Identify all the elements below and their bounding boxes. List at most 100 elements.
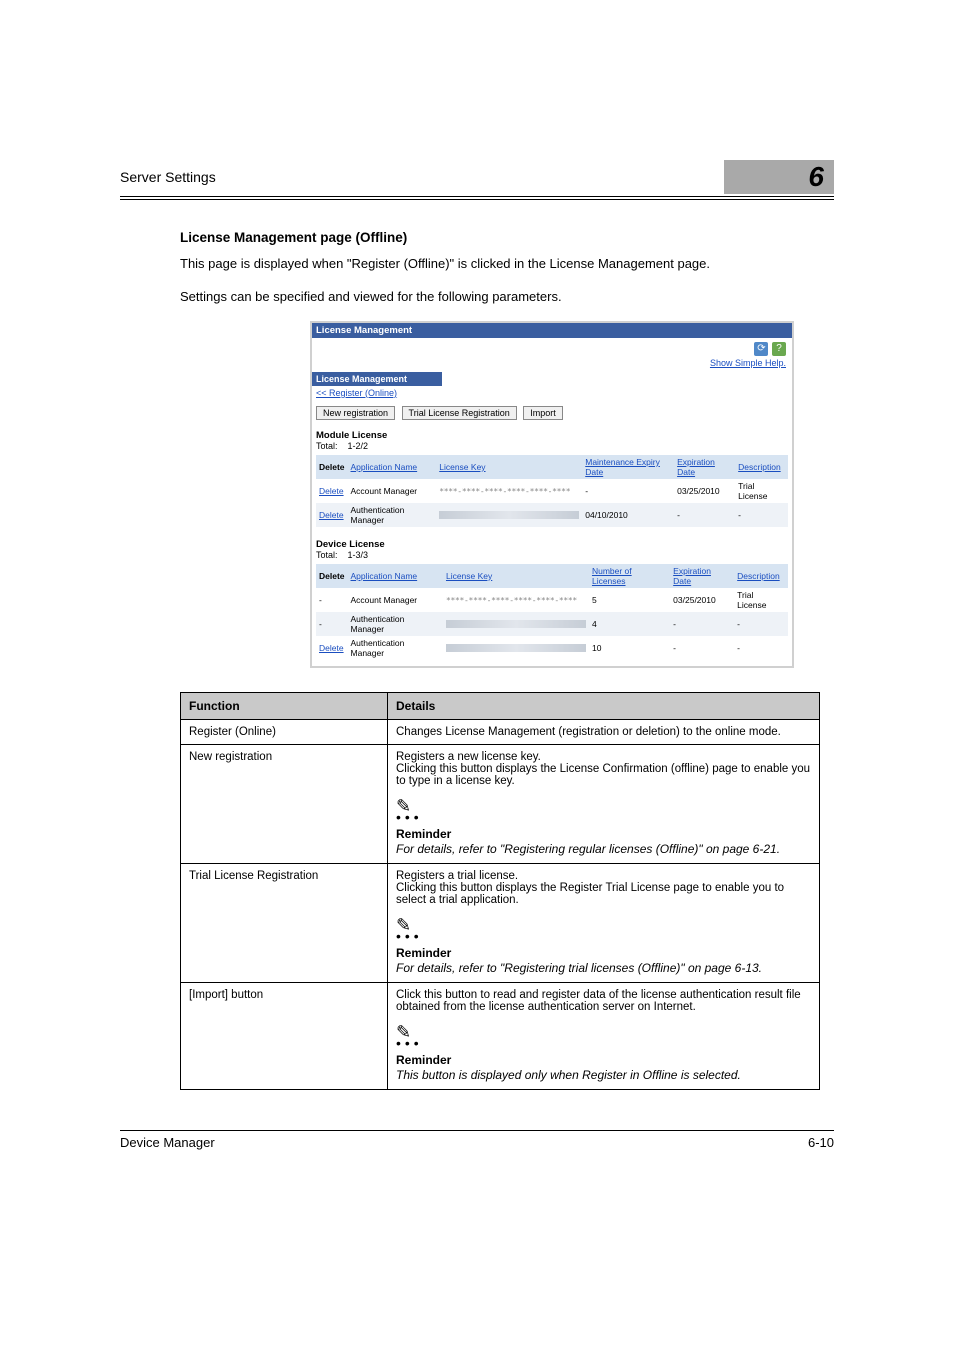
table-row: Delete Account Manager ****-****-****-**… bbox=[316, 479, 788, 503]
col-expiration[interactable]: Expiration Date bbox=[674, 455, 735, 479]
reminder-heading: Reminder bbox=[396, 1053, 811, 1067]
cell-desc: Trial License bbox=[735, 479, 788, 503]
reminder-text: This button is displayed only when Regis… bbox=[396, 1067, 811, 1083]
cell-app: Authentication Manager bbox=[348, 503, 437, 527]
cell-num: 10 bbox=[589, 636, 670, 660]
table-row: - Account Manager ****-****-****-****-**… bbox=[316, 588, 788, 612]
cell-app: Authentication Manager bbox=[348, 612, 443, 636]
function-details-table: Function Details Register (Online) Chang… bbox=[180, 692, 820, 1091]
module-total-value: 1-2/2 bbox=[348, 441, 369, 451]
register-online-crumb[interactable]: << Register (Online) bbox=[312, 386, 397, 404]
reminder-heading: Reminder bbox=[396, 827, 811, 841]
spec-head-details: Details bbox=[388, 692, 820, 719]
cell-desc: - bbox=[734, 612, 788, 636]
cell-key-masked bbox=[446, 620, 586, 628]
intro-paragraph-2: Settings can be specified and viewed for… bbox=[180, 288, 834, 307]
cell-exp: - bbox=[670, 612, 734, 636]
col-num-licenses[interactable]: Number of Licenses bbox=[589, 564, 670, 588]
spec-det: Click this button to read and register d… bbox=[396, 989, 801, 1013]
spec-det: Registers a trial license. Clicking this… bbox=[396, 870, 784, 906]
table-row: Delete Authentication Manager 10 - - bbox=[316, 636, 788, 660]
col-app-name[interactable]: Application Name bbox=[348, 455, 437, 479]
reminder-text: For details, refer to "Registering trial… bbox=[396, 960, 811, 976]
module-license-table: Delete Application Name License Key Main… bbox=[316, 455, 788, 527]
show-simple-help-link[interactable]: Show Simple Help. bbox=[312, 358, 792, 372]
cell-desc: Trial License bbox=[734, 588, 788, 612]
reminder-heading: Reminder bbox=[396, 946, 811, 960]
refresh-icon[interactable]: ⟳ bbox=[754, 342, 768, 356]
footer-right: 6-10 bbox=[808, 1135, 834, 1150]
spec-det: Registers a new license key. Clicking th… bbox=[396, 751, 810, 787]
cell-app: Authentication Manager bbox=[348, 636, 443, 660]
help-icon[interactable]: ? bbox=[772, 342, 786, 356]
cell-maint: 04/10/2010 bbox=[582, 503, 674, 527]
spec-det-cell: Click this button to read and register d… bbox=[388, 983, 820, 1090]
col-app-name[interactable]: Application Name bbox=[348, 564, 443, 588]
ss-subtitle: License Management bbox=[312, 372, 442, 386]
cell-key-masked bbox=[439, 511, 579, 519]
cell-del: - bbox=[316, 588, 348, 612]
table-row: - Authentication Manager 4 - - bbox=[316, 612, 788, 636]
reminder-text: For details, refer to "Registering regul… bbox=[396, 841, 811, 857]
delete-link[interactable]: Delete bbox=[319, 643, 344, 653]
col-maint-expiry[interactable]: Maintenance Expiry Date bbox=[582, 455, 674, 479]
delete-link[interactable]: Delete bbox=[319, 486, 344, 496]
dots-icon: ••• bbox=[396, 809, 811, 825]
new-registration-button[interactable]: New registration bbox=[316, 406, 395, 420]
device-total-value: 1-3/3 bbox=[348, 550, 369, 560]
spec-det-cell: Registers a new license key. Clicking th… bbox=[388, 744, 820, 863]
ss-titlebar: License Management bbox=[312, 323, 792, 338]
cell-num: 4 bbox=[589, 612, 670, 636]
device-license-total: Total: 1-3/3 bbox=[312, 550, 792, 562]
page-title: License Management page (Offline) bbox=[180, 230, 834, 245]
header-section: Server Settings bbox=[120, 169, 216, 185]
footer-left: Device Manager bbox=[120, 1135, 215, 1150]
page-footer: Device Manager 6-10 bbox=[120, 1130, 834, 1150]
cell-app: Account Manager bbox=[348, 479, 437, 503]
device-total-label: Total: bbox=[316, 550, 338, 560]
col-description[interactable]: Description bbox=[735, 455, 788, 479]
reminder-block: ✎ ••• Reminder For details, refer to "Re… bbox=[396, 916, 811, 976]
cell-maint: - bbox=[582, 479, 674, 503]
col-description[interactable]: Description bbox=[734, 564, 788, 588]
reminder-block: ✎ ••• Reminder This button is displayed … bbox=[396, 1023, 811, 1083]
cell-desc: - bbox=[734, 636, 788, 660]
spec-row: [Import] button Click this button to rea… bbox=[181, 983, 820, 1090]
device-license-label: Device License bbox=[312, 533, 792, 550]
spec-det-cell: Registers a trial license. Clicking this… bbox=[388, 863, 820, 982]
ss-button-row: New registration Trial License Registrat… bbox=[312, 404, 792, 424]
col-delete: Delete bbox=[316, 564, 348, 588]
spec-det: Changes License Management (registration… bbox=[388, 719, 820, 744]
spec-row: Register (Online) Changes License Manage… bbox=[181, 719, 820, 744]
dots-icon: ••• bbox=[396, 1035, 811, 1051]
delete-link[interactable]: Delete bbox=[319, 510, 344, 520]
import-button[interactable]: Import bbox=[523, 406, 563, 420]
col-license-key[interactable]: License Key bbox=[443, 564, 589, 588]
cell-num: 5 bbox=[589, 588, 670, 612]
col-expiration[interactable]: Expiration Date bbox=[670, 564, 734, 588]
intro-paragraph-1: This page is displayed when "Register (O… bbox=[180, 255, 834, 274]
device-license-table: Delete Application Name License Key Numb… bbox=[316, 564, 788, 660]
cell-exp: - bbox=[674, 503, 735, 527]
trial-license-registration-button[interactable]: Trial License Registration bbox=[402, 406, 517, 420]
col-license-key[interactable]: License Key bbox=[436, 455, 582, 479]
cell-key: ****-****-****-****-****-**** bbox=[439, 487, 570, 496]
module-license-label: Module License bbox=[312, 424, 792, 441]
cell-key-masked bbox=[446, 644, 586, 652]
spec-fn: Register (Online) bbox=[181, 719, 388, 744]
col-delete: Delete bbox=[316, 455, 348, 479]
spec-fn: Trial License Registration bbox=[181, 863, 388, 982]
module-total-label: Total: bbox=[316, 441, 338, 451]
dots-icon: ••• bbox=[396, 928, 811, 944]
spec-row: Trial License Registration Registers a t… bbox=[181, 863, 820, 982]
table-row: Delete Authentication Manager 04/10/2010… bbox=[316, 503, 788, 527]
chapter-tab: 6 bbox=[724, 160, 834, 194]
cell-exp: 03/25/2010 bbox=[674, 479, 735, 503]
spec-row: New registration Registers a new license… bbox=[181, 744, 820, 863]
cell-exp: 03/25/2010 bbox=[670, 588, 734, 612]
license-management-screenshot: License Management ⟳ ? Show Simple Help.… bbox=[310, 321, 794, 668]
cell-exp: - bbox=[670, 636, 734, 660]
cell-key: ****-****-****-****-****-**** bbox=[446, 596, 577, 605]
cell-app: Account Manager bbox=[348, 588, 443, 612]
header-rule bbox=[120, 199, 834, 200]
